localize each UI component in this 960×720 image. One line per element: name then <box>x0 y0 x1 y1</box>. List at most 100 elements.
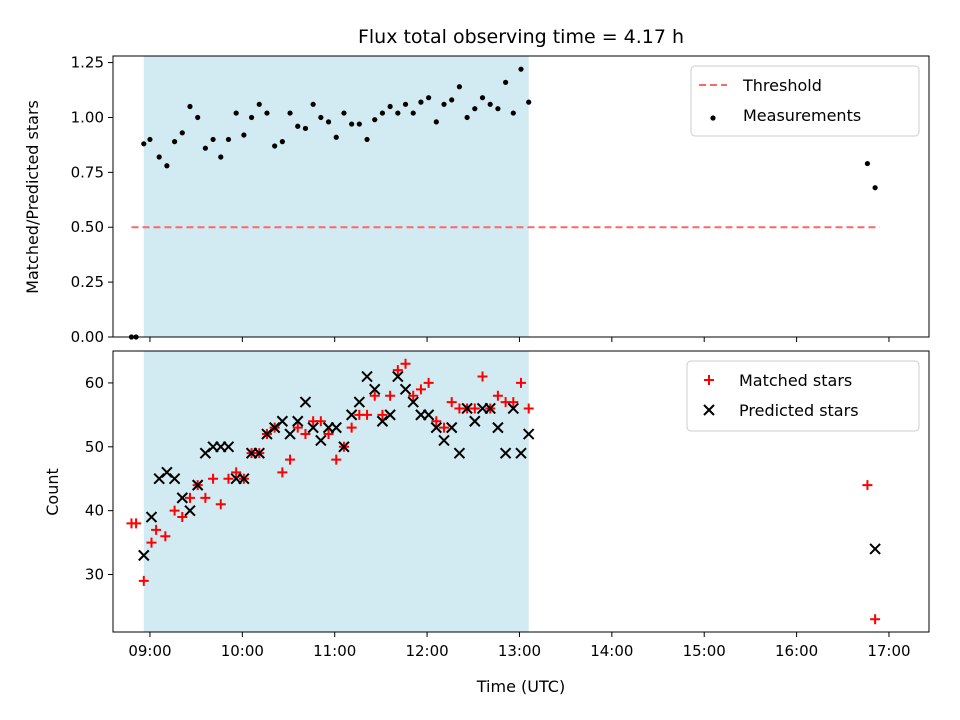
measurement-point <box>456 84 463 90</box>
measurement-point <box>410 110 416 116</box>
measurement-point <box>487 101 493 107</box>
predicted-star-point <box>522 428 535 440</box>
predicted-star-point <box>191 479 204 491</box>
matched-star-point <box>870 614 881 625</box>
predicted-star-point <box>222 441 235 453</box>
matched-star-point <box>223 473 234 484</box>
measurement-point <box>379 110 386 116</box>
measurement-point <box>264 110 270 116</box>
predicted-star-point <box>438 434 450 447</box>
series-measurements <box>128 66 878 340</box>
matched-star-point <box>131 518 142 529</box>
matched-star-point <box>431 416 442 427</box>
predicted-star-point <box>238 473 250 485</box>
matched-star-point <box>151 524 162 535</box>
predicted-star-point <box>407 396 419 408</box>
measurement-point <box>287 110 293 116</box>
measurement-point <box>341 110 347 116</box>
measurement-point <box>164 163 170 169</box>
matched-star-point <box>400 358 411 369</box>
y-tick-label: 60 <box>85 374 104 392</box>
top-panel-y-axis-label: Matched/Predicted stars <box>23 100 42 294</box>
matched-star-point <box>385 390 396 401</box>
predicted-star-point <box>176 492 188 504</box>
measurement-point <box>449 97 455 103</box>
matched-star-point <box>277 467 288 478</box>
measurement-point <box>295 123 301 129</box>
y-tick-label: 40 <box>85 502 104 520</box>
legend-label: Measurements <box>743 106 861 125</box>
measurement-point <box>147 136 153 143</box>
matched-star-point <box>516 377 526 388</box>
measurement-point <box>202 145 208 151</box>
predicted-star-point <box>315 434 327 447</box>
measurement-point <box>333 134 339 140</box>
matched-star-point <box>508 397 519 408</box>
matched-star-point <box>300 429 311 440</box>
matched-star-point <box>160 531 171 542</box>
measurement-point <box>318 114 324 121</box>
matched-star-point <box>315 416 326 427</box>
matched-star-point <box>862 480 873 491</box>
legend-handle-matched-stars <box>704 375 714 385</box>
measurement-point <box>395 110 401 116</box>
matched-star-point <box>146 537 157 548</box>
measurement-point <box>272 143 278 149</box>
predicted-star-point <box>345 409 358 421</box>
measurement-point <box>248 114 255 121</box>
top-panel: 0.00 0.25 0.50 0.75 1.00 1.25 Threshold Measure… <box>71 54 930 346</box>
matched-star-point <box>362 409 373 420</box>
predicted-star-point <box>384 409 396 421</box>
measurement-point <box>195 114 201 121</box>
matched-star-point <box>138 575 149 586</box>
measurement-point <box>356 121 362 127</box>
legend: Threshold Measurements <box>690 65 920 137</box>
measurement-point <box>225 136 232 143</box>
x-tick-label: 11:00 <box>313 642 356 660</box>
predicted-star-point <box>276 415 289 427</box>
series-predicted-stars <box>138 370 881 562</box>
predicted-star-point <box>168 473 181 485</box>
matched-star-point <box>392 365 403 376</box>
measurement-point <box>426 95 432 101</box>
predicted-star-point <box>307 421 319 434</box>
predicted-star-point <box>338 441 350 453</box>
measurement-point <box>256 101 262 107</box>
predicted-star-point <box>392 370 404 383</box>
predicted-star-point <box>330 421 342 434</box>
x-axis-label: Time (UTC) <box>476 677 565 696</box>
measurement-point <box>864 160 871 167</box>
measurement-point <box>872 185 878 191</box>
matched-star-point <box>477 371 488 382</box>
measurement-point <box>241 132 247 138</box>
measurement-point <box>464 114 470 121</box>
matched-star-point <box>200 492 211 503</box>
measurement-point <box>179 130 185 136</box>
matched-star-point <box>492 390 503 401</box>
matched-star-point <box>184 492 195 503</box>
predicted-star-point <box>184 504 196 517</box>
matched-star-point <box>369 390 380 401</box>
matched-star-point <box>323 429 334 440</box>
legend-handle-predicted-stars <box>703 404 715 416</box>
predicted-star-point <box>284 428 296 440</box>
chart-title: Flux total observing time = 4.17 h <box>358 26 684 48</box>
x-tick-label: 13:00 <box>498 642 541 660</box>
predicted-star-point <box>469 415 481 427</box>
measurement-point <box>472 106 478 112</box>
matched-star-point <box>415 384 426 395</box>
x-tick-label: 17:00 <box>867 642 910 660</box>
x-tick-label: 15:00 <box>683 642 726 660</box>
predicted-star-point <box>461 402 473 415</box>
measurement-point <box>156 154 162 160</box>
axes-frame <box>112 350 930 633</box>
predicted-star-point <box>353 396 366 408</box>
measurement-point <box>441 101 447 107</box>
predicted-star-point <box>499 447 512 459</box>
measurement-point <box>418 99 424 105</box>
predicted-star-point <box>369 383 381 396</box>
x-tick-label: 14:00 <box>590 642 633 660</box>
predicted-star-point <box>492 421 504 434</box>
measurement-point <box>402 101 409 107</box>
predicted-star-point <box>145 511 158 523</box>
